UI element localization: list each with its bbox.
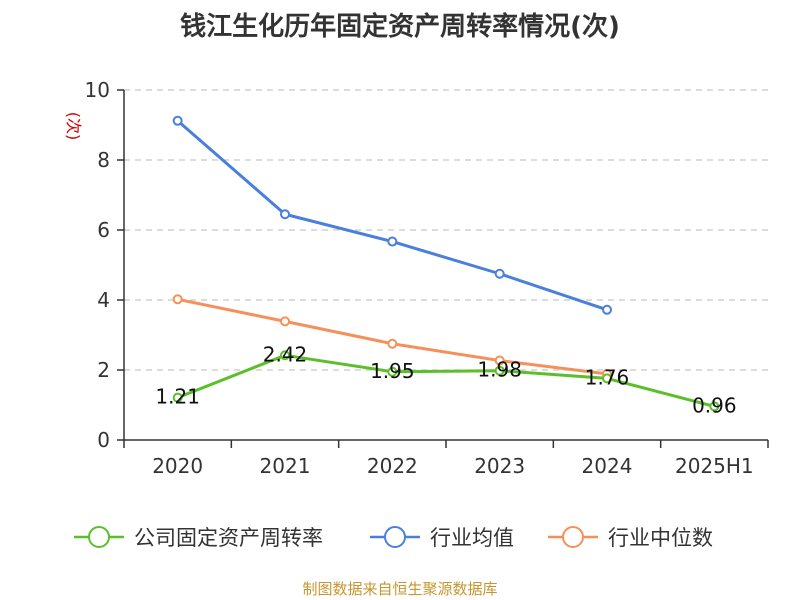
data-label: 0.96: [692, 393, 737, 417]
data-point: [602, 304, 612, 315]
data-point: [280, 209, 290, 220]
data-point: [280, 316, 290, 327]
data-point: [494, 365, 505, 376]
data-label: 1.76: [585, 365, 630, 389]
x-tick-label: 2023: [474, 454, 525, 478]
data-point: [602, 373, 612, 384]
x-tick-label: 2024: [582, 454, 633, 478]
x-tick-label: 2025H1: [675, 454, 754, 478]
data-label-layer: 1.21 2.42 1.95 1.98 1.76 0.96: [155, 342, 736, 417]
y-tick-label: 2: [97, 358, 110, 382]
x-tick-label: 2022: [367, 454, 418, 478]
y-tick-label: 8: [97, 148, 110, 172]
grid-layer: [124, 89, 768, 371]
y-tick-label: 10: [85, 78, 110, 102]
data-label: 1.21: [155, 385, 200, 409]
data-label: 2.42: [263, 342, 308, 366]
chart-title: 钱江生化历年固定资产周转率情况(次): [180, 12, 620, 42]
y-tick-label: 0: [97, 428, 110, 452]
series-layer: [172, 115, 720, 412]
y-tick-label: 4: [97, 288, 110, 312]
source-note: 制图数据来自恒生聚源数据库: [302, 580, 498, 598]
y-axis-label: (次): [64, 112, 83, 141]
axis-layer: 0 2 4 6 8 10(次) 2020 2021 2022 2023 2024 2025H1: [64, 78, 769, 478]
legend-label: 行业中位数: [608, 526, 713, 550]
data-label: 1.98: [477, 358, 522, 382]
legend-label: 行业均值: [430, 526, 514, 550]
legend-marker: [384, 526, 406, 548]
data-point: [172, 115, 183, 126]
legend-label: 公司固定资产周转率: [134, 526, 323, 550]
legend: 公司固定资产周转率 行业均值 行业中位数: [74, 526, 713, 550]
data-point: [387, 236, 398, 247]
x-tick-label: 2021: [260, 454, 311, 478]
y-tick-label: 6: [97, 218, 110, 242]
data-point: [494, 268, 505, 279]
legend-marker: [562, 526, 584, 548]
data-point: [172, 392, 183, 403]
legend-marker: [88, 526, 110, 548]
data-point: [387, 338, 398, 349]
data-point: [709, 401, 720, 412]
series-line: [176, 119, 608, 312]
series-line: [177, 353, 715, 408]
data-point: [172, 294, 183, 305]
x-tick-label: 2020: [152, 454, 203, 478]
data-label: 1.95: [370, 359, 415, 383]
data-point: [387, 366, 398, 377]
data-point: [280, 350, 290, 361]
data-point: [494, 355, 505, 366]
